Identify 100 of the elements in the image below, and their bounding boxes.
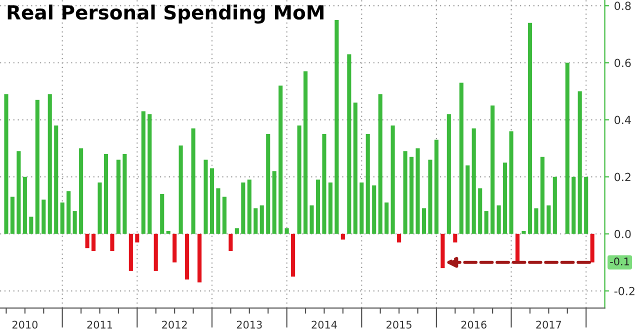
- y-tick-label: 0.8: [614, 2, 631, 10]
- bar: [509, 131, 514, 234]
- bar: [484, 211, 488, 234]
- bar: [490, 106, 495, 234]
- bar: [522, 231, 526, 234]
- bar: [578, 91, 582, 234]
- bar: [178, 145, 183, 234]
- bar: [204, 160, 208, 234]
- bar: [278, 86, 283, 234]
- x-tick-label: 2013: [236, 320, 262, 329]
- x-tick-label: 2010: [12, 320, 38, 329]
- bar: [534, 208, 538, 234]
- bar: [378, 94, 382, 234]
- bar: [241, 182, 246, 234]
- bar: [128, 234, 133, 271]
- bar: [360, 182, 364, 234]
- y-tick-label: 0.0: [614, 230, 631, 238]
- bar: [272, 171, 276, 234]
- annotation: -0.1: [610, 258, 629, 266]
- bar: [92, 234, 96, 251]
- bar: [347, 54, 352, 234]
- bar: [148, 114, 152, 234]
- bar: [234, 228, 239, 234]
- bar: [98, 182, 102, 234]
- bar: [328, 182, 332, 234]
- bar: [540, 156, 544, 234]
- bar: [16, 151, 21, 234]
- bar: [316, 180, 320, 234]
- bar: [228, 234, 233, 251]
- bar: [372, 185, 376, 234]
- bar: [66, 191, 71, 234]
- y-tick-label: 0.4: [614, 116, 631, 124]
- bar: [409, 156, 414, 234]
- bar: [284, 228, 289, 234]
- bar: [104, 154, 108, 234]
- bar: [60, 202, 64, 234]
- bar: [353, 102, 358, 234]
- bar: [54, 125, 58, 234]
- bar: [85, 234, 90, 248]
- bar: [390, 125, 395, 234]
- x-tick-label: 2017: [536, 320, 562, 329]
- bar: [216, 188, 220, 234]
- bar: [590, 234, 594, 262]
- bar: [528, 22, 532, 234]
- bar: [397, 234, 402, 242]
- bar: [565, 62, 570, 234]
- bar: [434, 140, 438, 234]
- bar: [160, 194, 164, 234]
- bar: [310, 205, 314, 234]
- x-tick-label: 2015: [386, 320, 412, 329]
- bar: [266, 134, 270, 234]
- bar: [478, 188, 482, 234]
- bar: [197, 234, 202, 282]
- x-tick-label: 2012: [162, 320, 187, 329]
- bar: [496, 205, 501, 234]
- bar: [572, 176, 576, 234]
- bar: [340, 234, 345, 240]
- bar: [428, 160, 432, 234]
- bar: [416, 148, 420, 234]
- bar: [48, 94, 52, 234]
- bar: [552, 176, 557, 234]
- bar: [322, 134, 326, 234]
- x-tick-label: 2011: [87, 320, 112, 329]
- bar: [503, 162, 508, 234]
- bar: [254, 208, 258, 234]
- bar: [4, 94, 8, 234]
- y-tick-label: 0.6: [614, 58, 631, 68]
- bar: [546, 205, 551, 234]
- bar: [42, 200, 46, 234]
- y-tick-label: -0.2: [614, 286, 634, 296]
- y-tick-label: 0.2: [614, 172, 630, 182]
- bar: [584, 176, 588, 234]
- bar: [384, 202, 389, 234]
- chart-title: Real Personal Spending MoM: [8, 4, 324, 24]
- x-tick-label: 2014: [312, 320, 337, 329]
- bar: [466, 165, 470, 234]
- bar: [122, 154, 127, 234]
- bar: [366, 134, 370, 234]
- bar: [22, 176, 27, 234]
- bar: [459, 82, 464, 234]
- bar: [440, 234, 445, 268]
- bar: [116, 160, 120, 234]
- bar: [72, 211, 77, 234]
- bar: [154, 234, 158, 271]
- bar: [453, 234, 458, 242]
- x-tick-label: 2016: [461, 320, 486, 329]
- bar: [210, 168, 214, 234]
- bar: [291, 234, 296, 277]
- bar: [403, 151, 408, 234]
- bar: [446, 114, 451, 234]
- bar: [79, 148, 84, 234]
- bar: [260, 205, 264, 234]
- bar: [247, 180, 252, 234]
- bar: [110, 234, 114, 251]
- bar: [10, 196, 14, 234]
- bar: [135, 234, 140, 242]
- bar: [35, 100, 40, 234]
- bar: [334, 20, 339, 234]
- bar: [222, 196, 226, 234]
- bar: [29, 216, 34, 234]
